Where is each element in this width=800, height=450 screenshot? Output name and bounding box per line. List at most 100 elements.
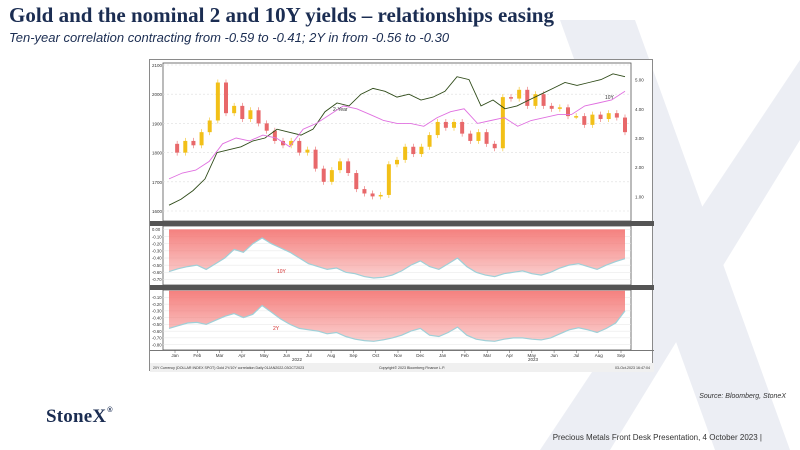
gold-candle xyxy=(582,116,587,125)
gold-candle xyxy=(443,121,448,128)
x-tick-label: Jul xyxy=(306,353,312,358)
gold-candle xyxy=(590,114,595,125)
correlation-line xyxy=(168,237,626,279)
footer-text: Precious Metals Front Desk Presentation,… xyxy=(552,433,762,442)
x-tick-label: Aug xyxy=(327,353,336,358)
x-tick-label: Sep xyxy=(349,353,358,358)
y-tick-label: -0.20 xyxy=(152,302,162,307)
logo-mark: ® xyxy=(107,407,113,414)
x-year-label: 2022 xyxy=(292,357,303,362)
gold-candle xyxy=(598,114,603,120)
gold-candle xyxy=(191,140,196,146)
gold-candle xyxy=(329,170,334,182)
gold-candle xyxy=(321,168,326,182)
slide-title: Gold and the nominal 2 and 10Y yields – … xyxy=(9,3,554,27)
gold-candle xyxy=(566,107,570,117)
gold-candle xyxy=(541,94,546,106)
gold-candle xyxy=(354,173,359,190)
slide-subtitle: Ten-year correlation contracting from -0… xyxy=(9,30,450,45)
y-tick-label: -0.40 xyxy=(152,256,162,261)
y-tick-label: -0.50 xyxy=(152,263,162,268)
gold-candle xyxy=(289,140,294,146)
price-panel-frame xyxy=(162,62,632,222)
gold-candle xyxy=(468,133,473,141)
gold-candle xyxy=(207,120,212,133)
gold-candle xyxy=(338,161,342,171)
y-tick-label-right: 2.00 xyxy=(635,165,644,170)
gold-candle xyxy=(500,97,505,149)
gold-candle xyxy=(386,164,391,195)
y-tick-label-right: 3.00 xyxy=(635,136,644,141)
panel-separator xyxy=(150,285,654,290)
gold-candle xyxy=(533,94,538,106)
gold-candle xyxy=(419,146,424,155)
x-tick-label: Jan xyxy=(171,353,179,358)
x-tick-label: Aug xyxy=(595,353,604,358)
x-tick-label: May xyxy=(260,353,269,358)
gold-candle xyxy=(256,110,261,124)
ten-year-yield-line xyxy=(168,90,626,180)
gold-candle xyxy=(346,161,351,174)
y-tick-label: -0.70 xyxy=(152,277,162,282)
x-tick-label: Jun xyxy=(283,353,291,358)
chart-footer-right: 03-Oct-2023 16:47:04 xyxy=(615,366,650,370)
bloomberg-chart: 2100 2000 1900 1800 1700 1600 5.00 4.00 3.00 2.00… xyxy=(149,59,654,372)
gold-candle xyxy=(476,132,481,141)
y-tick-label: -0.20 xyxy=(152,241,162,246)
gold-candle xyxy=(215,82,220,121)
y-tick-label-left: 1700 xyxy=(152,180,163,185)
chart-footer-center: Copyright© 2023 Bloomberg Finance L.P. xyxy=(379,366,445,370)
gold-candle xyxy=(297,140,302,153)
x-tick-label: Jun xyxy=(550,353,558,358)
gold-candle xyxy=(403,146,408,160)
x-tick-label: Feb xyxy=(193,353,201,358)
gold-candle xyxy=(281,140,285,146)
correlation-area xyxy=(169,290,625,342)
corr2-panel: -0.10 -0.20 -0.30-0.40 -0.50 -0.60 -0.70-0.80… xyxy=(152,290,631,347)
gold-candle xyxy=(272,130,277,141)
y-tick-label: -0.30 xyxy=(152,249,162,254)
y-tick-label-left: 1600 xyxy=(152,209,163,214)
y-tick-label: 0.00 xyxy=(152,227,161,232)
y-tick-label-right: 5.00 xyxy=(635,78,644,83)
gold-candle xyxy=(574,116,579,118)
price-panel: 2100 2000 1900 1800 1700 1600 5.00 4.00 3.00 2.00… xyxy=(152,63,644,214)
gold-candle xyxy=(606,113,611,120)
gold-candle xyxy=(313,149,318,169)
gold-candle xyxy=(232,105,237,114)
logo-text: StoneX xyxy=(46,406,107,427)
gold-candle xyxy=(175,143,180,153)
correlation-line xyxy=(168,304,626,342)
y-tick-label-left: 1900 xyxy=(152,121,163,126)
gold-candle xyxy=(484,132,489,144)
gold-candle xyxy=(224,82,228,114)
gold-candle xyxy=(517,89,522,99)
y-tick-label: -0.80 xyxy=(152,342,162,347)
y-tick-label: -0.60 xyxy=(152,270,162,275)
y-tick-label: -0.60 xyxy=(152,329,162,334)
x-tick-label: Nov xyxy=(394,353,403,358)
gold-candle xyxy=(427,135,432,147)
x-tick-label: Dec xyxy=(416,353,425,358)
y-tick-label: -0.10 xyxy=(152,234,162,239)
gold-candle xyxy=(452,121,456,128)
gold-candle xyxy=(492,143,497,149)
correlation-area xyxy=(169,229,625,278)
correlation-series-label: 10Y xyxy=(277,269,287,275)
two-year-series-label: 2-Year xyxy=(333,107,348,113)
x-tick-label: Mar xyxy=(483,353,491,358)
gold-candle xyxy=(623,117,627,133)
y-tick-label: -0.30 xyxy=(152,309,162,314)
gold-candle xyxy=(525,89,530,106)
x-tick-label: Oct xyxy=(372,353,380,358)
gold-candle xyxy=(370,193,375,197)
gold-candle xyxy=(557,107,562,109)
y-tick-label-right: 1.00 xyxy=(635,194,644,199)
x-tick-label: Sep xyxy=(617,353,626,358)
gold-candle xyxy=(264,123,269,131)
axis-separator xyxy=(150,350,654,351)
gold-candle xyxy=(435,121,440,136)
gold-candle xyxy=(395,159,399,165)
gold-candle xyxy=(183,140,188,153)
y-tick-label: -0.70 xyxy=(152,336,162,341)
